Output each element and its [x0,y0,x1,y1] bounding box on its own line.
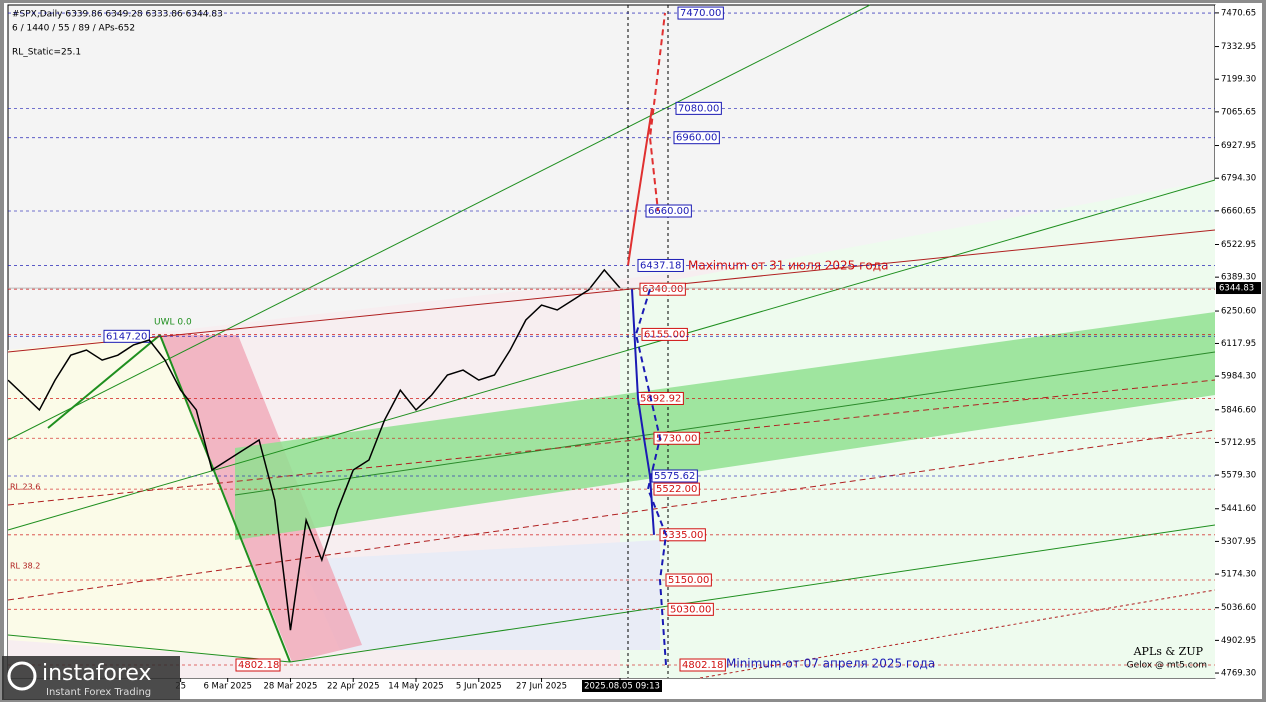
y-tick-label: 6927.95 [1221,141,1256,151]
y-tick-label: 5441.60 [1221,504,1256,514]
y-tick-label: 6794.30 [1221,174,1256,184]
level-label: 5575.62 [654,471,695,482]
level-box [653,431,700,445]
last-price-box [1216,282,1261,295]
y-tick-label: 4769.30 [1221,669,1256,679]
level-box [641,327,688,341]
level-label: 6147.20 [106,331,147,342]
y-tick-label: 7332.95 [1221,42,1256,52]
trend-line [7,429,1216,601]
projection [627,108,653,266]
logo: instaforex [42,661,152,686]
y-tick-label: 4902.95 [1221,636,1256,646]
y-tick-label: 6117.95 [1221,339,1256,349]
level-box [639,282,686,296]
x-tick-label: 22 Apr 2025 [327,682,380,692]
y-tick-label: 7470.65 [1221,8,1256,18]
x-tick-label: 2025.08.05 09:13 [584,682,660,692]
level-box [679,658,726,672]
level-box [235,658,281,672]
annotation: Minimum от 07 апреля 2025 года [726,657,935,671]
level-box [675,101,722,115]
level-label: 5730.00 [656,433,697,444]
level-label: 7470.00 [680,8,721,19]
price-axis [1215,5,1262,678]
time-box [582,680,662,692]
trend-line [159,334,291,663]
channel [235,312,1215,540]
last-price: 6344.83 [1219,284,1254,294]
level-label: 4802.18 [682,660,723,671]
annotation: RL 38.2 [10,562,40,571]
y-tick-label: 5036.60 [1221,603,1256,613]
level-label: 6437.18 [640,260,681,271]
level-label: 5335.00 [662,530,703,541]
trend-line [7,229,1216,353]
level-box [637,258,684,272]
logo-box [2,656,180,700]
trend-line [47,334,161,429]
level-label: 5150.00 [668,575,709,586]
price-line [7,268,621,631]
level-label: 6960.00 [676,133,717,144]
level-box [103,329,150,343]
trend-line [7,634,291,663]
y-tick-label: 5174.30 [1221,570,1256,580]
projection [648,12,666,212]
trend-line [7,4,871,441]
level-label: 5892.92 [640,393,681,404]
x-tick-label: 25 [175,682,186,692]
level-label: 5030.00 [670,604,711,615]
annotation: UWL 0.0 [154,318,192,328]
x-tick-label: 14 May 2025 [388,682,443,692]
level-label: 5522.00 [656,484,697,495]
y-tick-label: 6522.95 [1221,240,1256,250]
level-box [677,6,724,20]
indicator: RL_Static=25.1 [12,48,81,58]
level-box [653,482,700,496]
brand: APLs & ZUP [1133,645,1204,658]
trend-line [7,179,1216,531]
level-label: 7080.00 [678,103,719,114]
y-tick-label: 5307.95 [1221,537,1256,547]
zone [8,335,290,660]
y-tick-label: 5846.60 [1221,405,1256,415]
level-label: 6155.00 [644,329,685,340]
level-box [673,131,720,145]
trend-line [7,379,1216,506]
x-tick-label: 28 Mar 2025 [264,682,318,692]
annotation: RL 23.6 [10,483,40,492]
x-tick-label: 6 Mar 2025 [203,682,251,692]
level-label: 4802.18 [238,660,279,671]
level-label: 6660.00 [648,206,689,217]
level-label: 6340.00 [642,284,683,295]
y-tick-label: 6250.60 [1221,307,1256,317]
zone [300,540,660,650]
x-tick-label: 5 Jun 2025 [456,682,502,692]
trend-line [289,524,1216,663]
x-tick-label: 27 Jun 2025 [516,682,567,692]
author: Gelox @ mt5.com [1127,661,1207,671]
y-tick-label: 6660.65 [1221,206,1256,216]
channel-mid [234,351,1216,496]
level-box [665,573,712,587]
level-box [659,528,706,542]
y-tick-label: 5579.30 [1221,471,1256,481]
y-tick-label: 5712.95 [1221,438,1256,448]
subtitle: 6 / 1440 / 55 / 89 / APs-652 [12,24,135,34]
chart-title: #SPX,Daily 6339.86 6349.28 6333.86 6344.… [12,10,223,20]
y-tick-label: 5984.30 [1221,372,1256,382]
logo-sub: Instant Forex Trading [46,687,151,698]
y-tick-label: 7065.65 [1221,107,1256,117]
y-tick-label: 6389.30 [1221,273,1256,283]
level-box [667,602,714,616]
y-tick-label: 7199.30 [1221,75,1256,85]
projection [634,288,668,666]
logo-icon [7,661,37,691]
